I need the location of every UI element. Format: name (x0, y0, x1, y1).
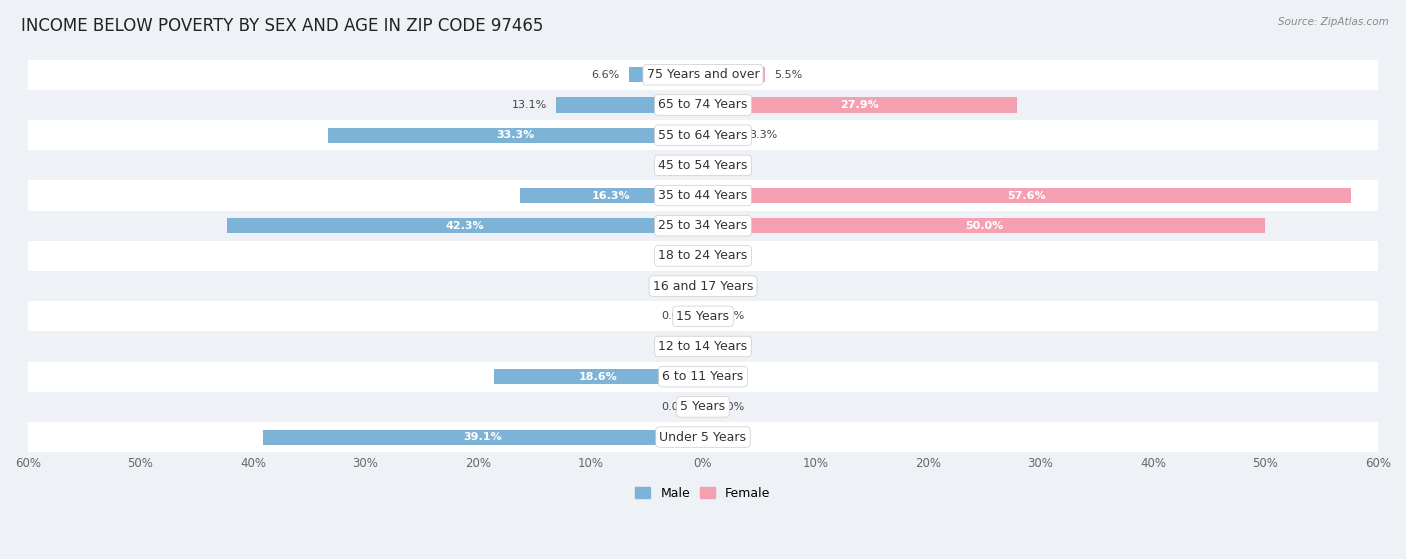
Text: 0.0%: 0.0% (717, 402, 745, 412)
Text: 0.0%: 0.0% (661, 311, 689, 321)
Bar (520, 188, 703, 203)
Bar (28, 120, 1378, 150)
Bar (28, 90, 1378, 120)
Text: 27.9%: 27.9% (841, 100, 879, 110)
Text: 0.0%: 0.0% (717, 251, 745, 261)
Text: 6.6%: 6.6% (592, 70, 620, 80)
Bar (28, 241, 1378, 271)
Text: 5 Years: 5 Years (681, 400, 725, 413)
Bar (228, 218, 703, 233)
Text: 42.3%: 42.3% (446, 221, 485, 231)
Text: 25 to 34 Years: 25 to 34 Years (658, 219, 748, 232)
Text: 3.3%: 3.3% (749, 130, 778, 140)
Text: 0.0%: 0.0% (661, 251, 689, 261)
Text: 57.6%: 57.6% (1008, 191, 1046, 201)
Text: 0.0%: 0.0% (661, 281, 689, 291)
Text: 15 Years: 15 Years (676, 310, 730, 323)
Text: 12 to 14 Years: 12 to 14 Years (658, 340, 748, 353)
Text: 55 to 64 Years: 55 to 64 Years (658, 129, 748, 141)
Bar (28, 211, 1378, 241)
Text: 35 to 44 Years: 35 to 44 Years (658, 189, 748, 202)
Text: 18.6%: 18.6% (579, 372, 617, 382)
Text: Under 5 Years: Under 5 Years (659, 430, 747, 443)
Bar (28, 422, 1378, 452)
Text: 0.0%: 0.0% (717, 281, 745, 291)
Bar (28, 181, 1378, 211)
Bar (703, 97, 1017, 112)
Text: 5.5%: 5.5% (773, 70, 803, 80)
Bar (28, 362, 1378, 392)
Bar (28, 331, 1378, 362)
Text: 13.1%: 13.1% (512, 100, 547, 110)
Text: 6 to 11 Years: 6 to 11 Years (662, 370, 744, 383)
Bar (703, 218, 1265, 233)
Text: 0.0%: 0.0% (717, 342, 745, 352)
Text: 16.3%: 16.3% (592, 191, 631, 201)
Bar (329, 127, 703, 143)
Text: 0.0%: 0.0% (717, 372, 745, 382)
Bar (28, 392, 1378, 422)
Bar (628, 67, 703, 82)
Bar (28, 60, 1378, 90)
Text: 65 to 74 Years: 65 to 74 Years (658, 98, 748, 111)
Bar (703, 67, 765, 82)
Text: 39.1%: 39.1% (464, 432, 502, 442)
Text: 45 to 54 Years: 45 to 54 Years (658, 159, 748, 172)
Text: 33.3%: 33.3% (496, 130, 534, 140)
Bar (555, 97, 703, 112)
Text: 0.0%: 0.0% (717, 311, 745, 321)
Bar (703, 127, 740, 143)
Bar (28, 150, 1378, 181)
Text: 18 to 24 Years: 18 to 24 Years (658, 249, 748, 262)
Text: 75 Years and over: 75 Years and over (647, 68, 759, 81)
Text: 50.0%: 50.0% (965, 221, 1004, 231)
Text: 0.0%: 0.0% (661, 160, 689, 170)
Text: 0.0%: 0.0% (661, 342, 689, 352)
Text: 0.0%: 0.0% (717, 432, 745, 442)
Legend: Male, Female: Male, Female (630, 482, 776, 505)
Bar (28, 271, 1378, 301)
Text: 0.0%: 0.0% (717, 160, 745, 170)
Text: INCOME BELOW POVERTY BY SEX AND AGE IN ZIP CODE 97465: INCOME BELOW POVERTY BY SEX AND AGE IN Z… (21, 17, 544, 35)
Text: 16 and 17 Years: 16 and 17 Years (652, 280, 754, 292)
Bar (703, 188, 1351, 203)
Bar (263, 429, 703, 444)
Bar (494, 369, 703, 384)
Text: 0.0%: 0.0% (661, 402, 689, 412)
Text: Source: ZipAtlas.com: Source: ZipAtlas.com (1278, 17, 1389, 27)
Bar (28, 301, 1378, 331)
